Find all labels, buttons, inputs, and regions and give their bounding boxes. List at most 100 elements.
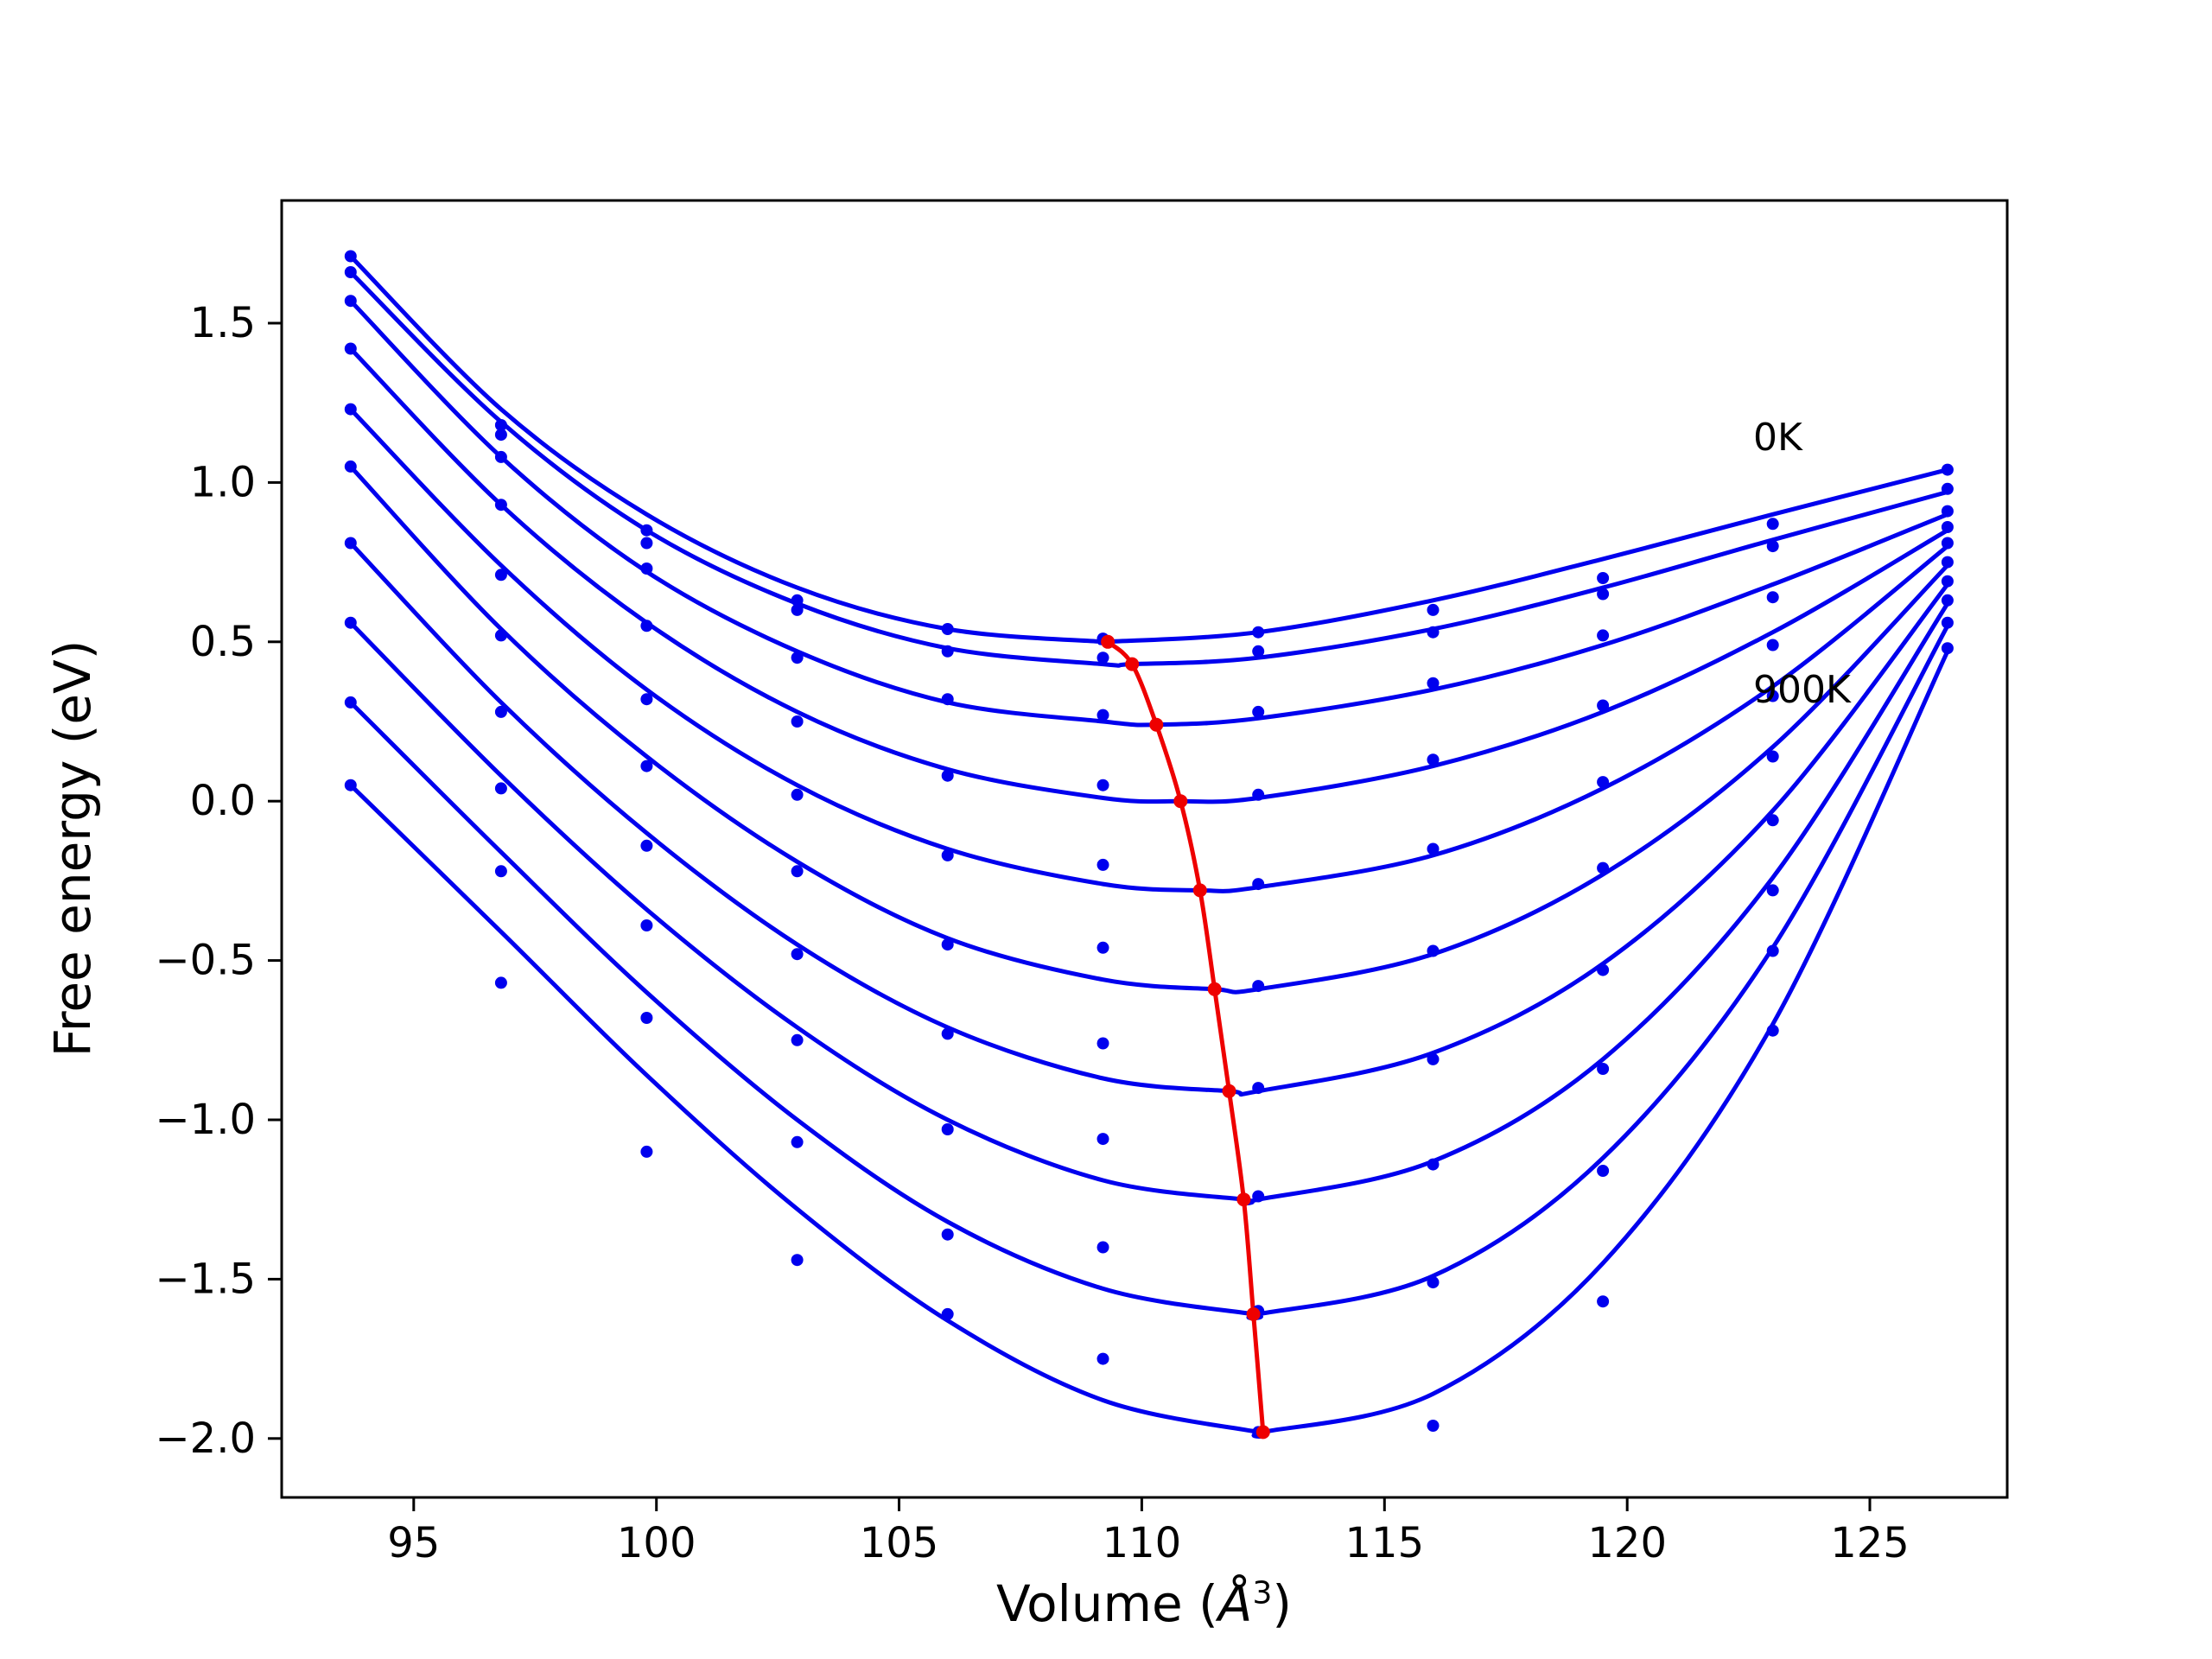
minimum-point — [1207, 982, 1222, 996]
data-point-800K — [1941, 616, 1954, 629]
data-point-700K — [1427, 1158, 1440, 1171]
data-point-600K — [941, 1027, 954, 1040]
data-point-200K — [1252, 705, 1265, 718]
data-point-300K — [791, 715, 804, 728]
data-point-300K — [344, 342, 357, 355]
y-tick-label: −2.0 — [155, 1414, 256, 1463]
y-tick-label: 0.5 — [190, 618, 256, 666]
data-point-300K — [640, 620, 653, 632]
y-tick-label: −0.5 — [155, 937, 256, 985]
data-point-400K — [640, 693, 653, 706]
data-point-700K — [1766, 884, 1779, 897]
x-tick-label: 105 — [860, 1519, 939, 1567]
annotation-0K: 0K — [1753, 416, 1802, 460]
fit-curve-600K — [348, 541, 1950, 1097]
data-point-400K — [1766, 690, 1779, 702]
data-point-600K — [1252, 1082, 1265, 1095]
annotation-900K: 900K — [1753, 668, 1851, 712]
data-point-900K — [494, 976, 507, 989]
data-point-500K — [1597, 861, 1610, 874]
data-point-400K — [1096, 858, 1109, 871]
data-point-400K — [1941, 537, 1954, 550]
data-point-300K — [1252, 788, 1265, 801]
data-point-400K — [1252, 878, 1265, 891]
data-point-400K — [494, 569, 507, 582]
data-point-600K — [1597, 963, 1610, 976]
x-axis-label-prefix: Volume ( — [996, 1574, 1218, 1633]
data-point-500K — [344, 460, 357, 473]
fit-curve-100K — [348, 270, 1950, 668]
data-point-200K — [1766, 591, 1779, 604]
y-tick-label: −1.5 — [155, 1255, 256, 1303]
x-tick-label: 95 — [387, 1519, 440, 1567]
data-point-0K — [1941, 463, 1954, 476]
data-point-700K — [1597, 1063, 1610, 1075]
data-point-700K — [941, 1123, 954, 1135]
data-point-200K — [344, 295, 357, 308]
data-point-800K — [494, 865, 507, 878]
data-point-300K — [1597, 699, 1610, 712]
fit-curve-0K — [348, 254, 1950, 645]
minimum-point — [1149, 717, 1164, 732]
angstrom-symbol: Å — [1217, 1574, 1253, 1633]
data-point-600K — [494, 705, 507, 718]
data-point-100K — [1427, 626, 1440, 639]
minimum-point — [1192, 883, 1207, 898]
data-point-400K — [941, 849, 954, 861]
data-point-0K — [344, 250, 357, 263]
data-point-300K — [1766, 639, 1779, 652]
axes-spines — [280, 199, 2009, 1499]
minimum-point — [1236, 1192, 1251, 1207]
fit-curve-700K — [348, 601, 1950, 1205]
data-point-0K — [941, 623, 954, 635]
x-tick-label: 115 — [1344, 1519, 1424, 1567]
data-point-600K — [640, 839, 653, 852]
data-point-900K — [1941, 642, 1954, 655]
data-point-800K — [1096, 1241, 1109, 1254]
data-point-700K — [791, 1033, 804, 1046]
data-point-200K — [640, 563, 653, 575]
data-point-600K — [791, 948, 804, 961]
data-point-200K — [1427, 677, 1440, 690]
data-point-0K — [1766, 518, 1779, 531]
data-point-700K — [344, 616, 357, 629]
minimum-point — [1255, 1425, 1270, 1440]
data-point-500K — [640, 760, 653, 772]
fit-curve-900K — [348, 649, 1950, 1439]
fit-curve-300K — [348, 346, 1950, 804]
data-point-200K — [494, 450, 507, 463]
data-point-500K — [941, 938, 954, 951]
data-point-800K — [791, 1135, 804, 1148]
data-point-500K — [1941, 556, 1954, 569]
minimum-point — [1125, 657, 1140, 671]
x-axis-label-superscript: 3 — [1252, 1575, 1273, 1611]
data-point-600K — [1427, 1052, 1440, 1065]
x-axis-label-suffix: ) — [1272, 1574, 1292, 1633]
fit-curve-500K — [348, 464, 1950, 995]
fit-curve-800K — [348, 623, 1950, 1321]
data-point-900K — [1597, 1295, 1610, 1308]
data-point-200K — [1597, 629, 1610, 642]
minimum-point — [1101, 634, 1116, 649]
data-point-700K — [640, 919, 653, 931]
data-point-200K — [1096, 709, 1109, 721]
data-point-0K — [494, 419, 507, 431]
fit-curve-400K — [348, 407, 1950, 893]
data-point-400K — [1427, 842, 1440, 855]
data-point-800K — [1597, 1165, 1610, 1177]
data-point-600K — [1766, 814, 1779, 827]
data-point-300K — [1427, 753, 1440, 766]
data-point-100K — [1597, 588, 1610, 601]
fit-curve-200K — [348, 298, 1950, 728]
data-point-0K — [791, 594, 804, 607]
data-point-700K — [1941, 594, 1954, 607]
data-point-500K — [1766, 750, 1779, 763]
data-point-300K — [494, 499, 507, 512]
data-point-900K — [1427, 1420, 1440, 1432]
data-point-800K — [344, 696, 357, 709]
minima-locus-line — [1105, 639, 1266, 1434]
data-point-200K — [1941, 505, 1954, 518]
data-point-500K — [791, 865, 804, 878]
